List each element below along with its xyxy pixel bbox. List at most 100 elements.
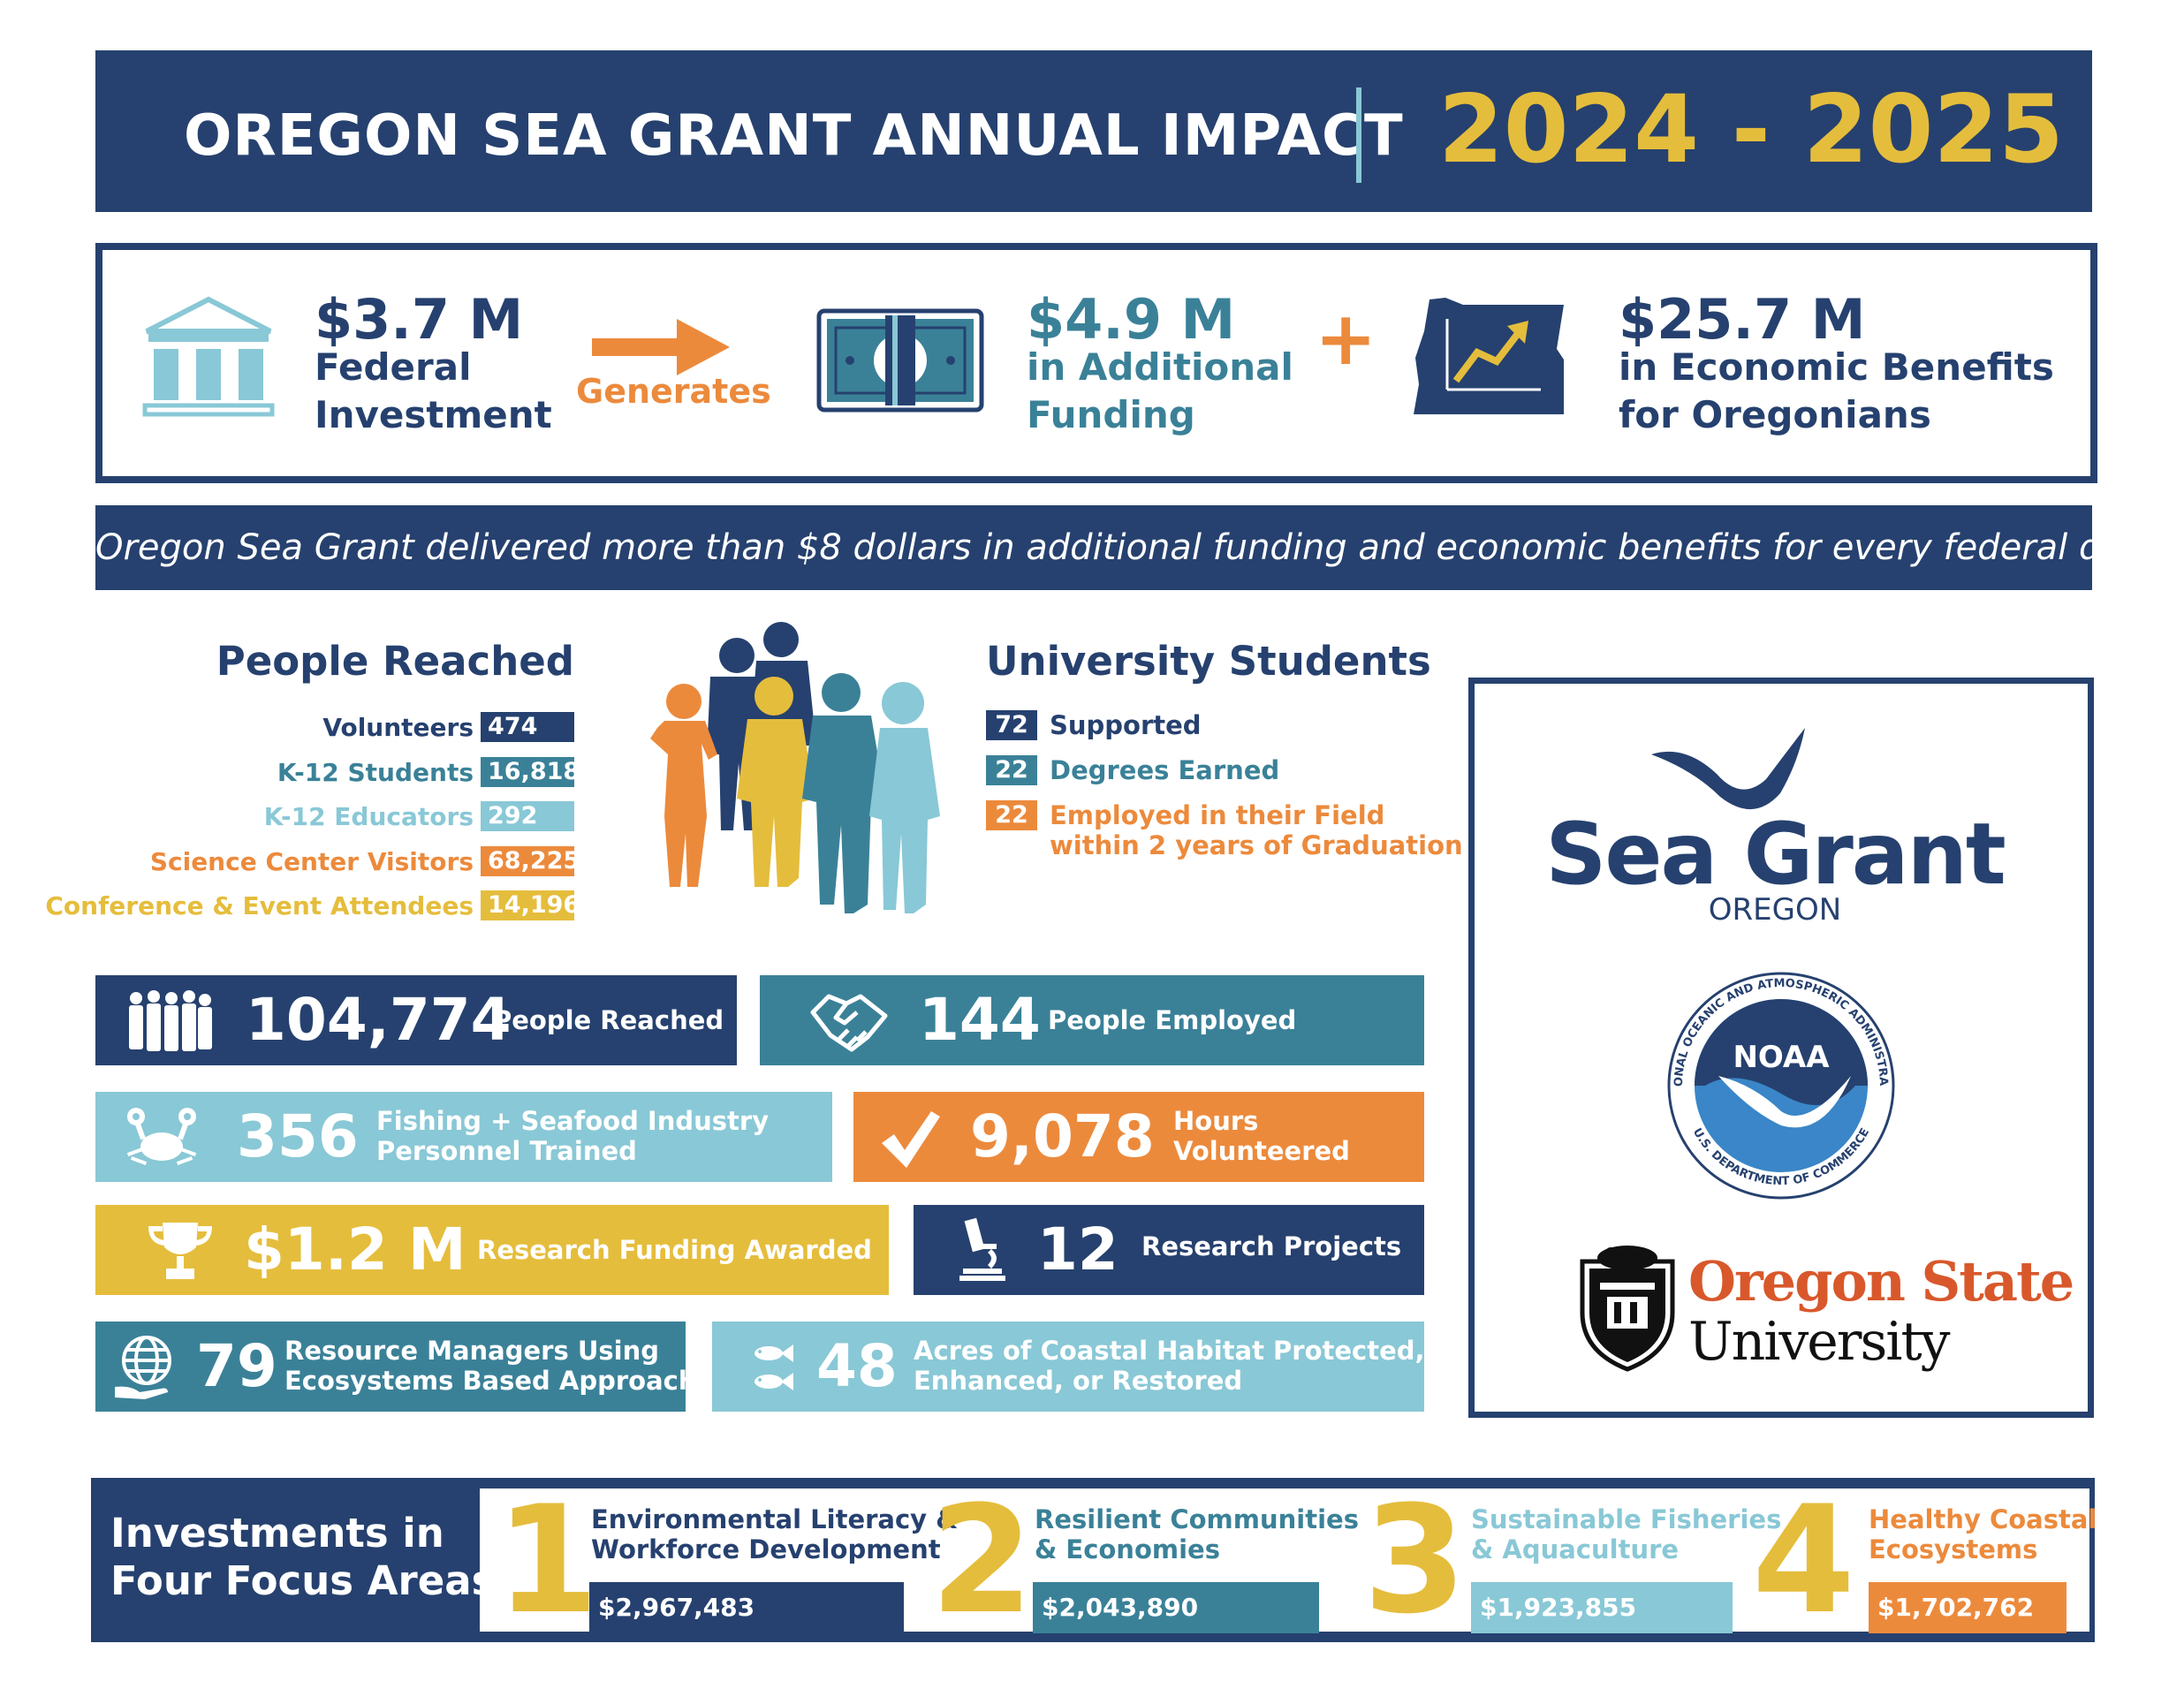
stat-tile-resource-managers: 79 Resource Managers Using Ecosystems Ba…: [95, 1322, 729, 1412]
cash-bill-icon: [816, 308, 984, 413]
report-years: 2024 - 2025: [1438, 75, 2064, 184]
partner-logos-panel: Sea Grant OREGON NATIONAL OCEANIC AND AT…: [1468, 678, 2094, 1418]
people-reached-title: People Reached: [216, 638, 574, 685]
stat-label: Research Projects: [1141, 1231, 1402, 1261]
stat-value: 12: [1037, 1216, 1119, 1284]
list-item-label: Supported: [1050, 710, 1202, 740]
stat-tile-people-reached: 104,774 People Reached: [95, 975, 737, 1065]
stat-tile-people-employed: 144 People Employed: [760, 975, 1424, 1065]
stat-label: People Reached: [493, 1005, 724, 1035]
focus-areas-list: 1 Environmental Literacy & Workforce Dev…: [480, 1473, 2097, 1647]
list-item-value: 292: [481, 801, 574, 831]
list-item-value: 22: [986, 755, 1037, 785]
oregon-growth-icon: [1414, 298, 1564, 414]
list-item: Volunteers 474: [322, 712, 574, 742]
arrow-right-icon: [592, 319, 730, 375]
list-item-label: K-12 Educators: [263, 801, 474, 831]
list-item-label: Science Center Visitors: [149, 846, 474, 876]
people-reached-list: People Reached Volunteers 474 K-12 Stude…: [45, 638, 580, 929]
focus-area-label-line1: Environmental Literacy &: [591, 1504, 959, 1534]
list-item-value: 68,225: [481, 846, 580, 876]
microscope-icon: [959, 1217, 1005, 1281]
list-item: Conference & Event Attendees 14,196: [45, 890, 580, 920]
globe-hand-icon: [115, 1336, 171, 1399]
focus-areas-banner: Investments in Four Focus Areas 1 Enviro…: [91, 1473, 2097, 1647]
stat-label-line2: Volunteered: [1173, 1136, 1350, 1166]
university-students-list: University Students 72 Supported 22 Degr…: [986, 638, 1463, 867]
stat-label: Research Funding Awarded: [477, 1235, 872, 1265]
list-item: 22 Degrees Earned: [986, 755, 1279, 785]
focus-areas-title-line1: Investments in: [110, 1510, 444, 1556]
focus-area-number: 2: [930, 1473, 1034, 1647]
focus-area-label-line2: & Economies: [1035, 1534, 1220, 1564]
focus-area-label-line1: Resilient Communities: [1035, 1504, 1359, 1534]
federal-line1: Federal: [315, 345, 472, 389]
focus-area-label-line1: Healthy Coastal: [1869, 1504, 2097, 1534]
page-title: OREGON SEA GRANT ANNUAL IMPACT: [184, 103, 1404, 169]
university-students-title: University Students: [986, 638, 1431, 685]
stat-tile-research-funding: $1.2 M Research Funding Awarded: [95, 1205, 889, 1295]
focus-area-amount: $2,967,483: [589, 1582, 904, 1633]
stat-label: People Employed: [1048, 1005, 1297, 1035]
focus-area-amount: $1,702,762: [1869, 1582, 2066, 1633]
bank-building-icon: [142, 296, 275, 417]
stat-tile-acres: 48 Acres of Coastal Habitat Protected, E…: [712, 1322, 1425, 1412]
focus-area-number: 3: [1363, 1473, 1467, 1647]
stat-tile-hours-volunteered: 9,078 Hours Volunteered: [853, 1092, 1424, 1182]
stat-value: 48: [816, 1332, 898, 1400]
list-item: Science Center Visitors 68,225: [149, 846, 580, 876]
noaa-center-text: NOAA: [1733, 1040, 1830, 1075]
focus-area-label-line2: Ecosystems: [1869, 1534, 2038, 1564]
list-item: K-12 Students 16,818: [277, 757, 580, 787]
list-item-label-line2: within 2 years of Graduation: [1050, 830, 1463, 860]
list-item-label: Volunteers: [322, 712, 474, 742]
stat-label-line1: Resource Managers Using: [284, 1336, 659, 1366]
economic-line2: for Oregonians: [1619, 393, 1931, 436]
stat-value: $1.2 M: [244, 1216, 466, 1284]
stat-value: 79: [196, 1332, 277, 1400]
funding-summary: $3.7 M Federal Investment Generates $4.9…: [95, 243, 2097, 483]
stat-label-line1: Hours: [1173, 1106, 1259, 1136]
crab-icon: [126, 1108, 197, 1165]
stat-value: 104,774: [246, 986, 512, 1054]
osu-logo-line2: University: [1688, 1311, 1950, 1373]
handshake-icon: [810, 994, 888, 1052]
trophy-icon: [148, 1223, 212, 1279]
additional-amount: $4.9 M: [1027, 287, 1236, 352]
list-item: 22 Employed in their Field within 2 year…: [986, 800, 1463, 860]
focus-area-label-line2: Workforce Development: [591, 1534, 941, 1564]
list-item: K-12 Educators 292: [264, 801, 574, 831]
additional-line2: Funding: [1027, 393, 1195, 436]
stat-value: 144: [919, 986, 1041, 1054]
stat-value: 9,078: [970, 1102, 1155, 1170]
tagline-banner: Oregon Sea Grant delivered more than $8 …: [95, 505, 2180, 590]
federal-line2: Investment: [315, 393, 552, 436]
tagline: Oregon Sea Grant delivered more than $8 …: [95, 527, 2180, 568]
header-banner: OREGON SEA GRANT ANNUAL IMPACT 2024 - 20…: [95, 50, 2092, 212]
focus-areas-title: Investments in Four Focus Areas: [110, 1510, 495, 1605]
sea-grant-logo-text: Sea Grant: [1545, 805, 2006, 904]
list-item-label: Degrees Earned: [1050, 755, 1280, 785]
stat-value: 356: [237, 1102, 359, 1170]
stat-label-line2: Ecosystems Based Approaches: [284, 1366, 730, 1396]
list-item-value: 72: [986, 710, 1037, 740]
list-item-value: 474: [481, 712, 574, 742]
sea-grant-bird-logo: [1651, 728, 1805, 810]
list-item-label-group: Employed in their Field within 2 years o…: [1050, 800, 1463, 860]
economic-line1: in Economic Benefits: [1619, 345, 2054, 389]
stat-tile-trained: 356 Fishing + Seafood Industry Personnel…: [95, 1092, 832, 1182]
noaa-logo: NATIONAL OCEANIC AND ATMOSPHERIC ADMINIS…: [1665, 970, 1895, 1200]
stat-label-line2: Enhanced, or Restored: [914, 1366, 1243, 1396]
osu-beaver-shield-logo: [1580, 1246, 1675, 1372]
sea-grant-logo-subtext: OREGON: [1708, 892, 1842, 928]
additional-line1: in Additional: [1027, 345, 1293, 389]
header-divider: [1356, 87, 1361, 183]
list-item-label: K-12 Students: [277, 757, 474, 787]
list-item-label: Employed in their Field: [1050, 800, 1385, 830]
osu-logo-line1: Oregon State: [1688, 1249, 2074, 1314]
focus-area-number: 4: [1752, 1473, 1855, 1647]
stat-label-line1: Acres of Coastal Habitat Protected,: [914, 1336, 1425, 1366]
focus-areas-title-line2: Four Focus Areas: [110, 1557, 496, 1604]
plus-sign: +: [1315, 295, 1377, 382]
people-silhouettes-illustration: [650, 622, 940, 913]
